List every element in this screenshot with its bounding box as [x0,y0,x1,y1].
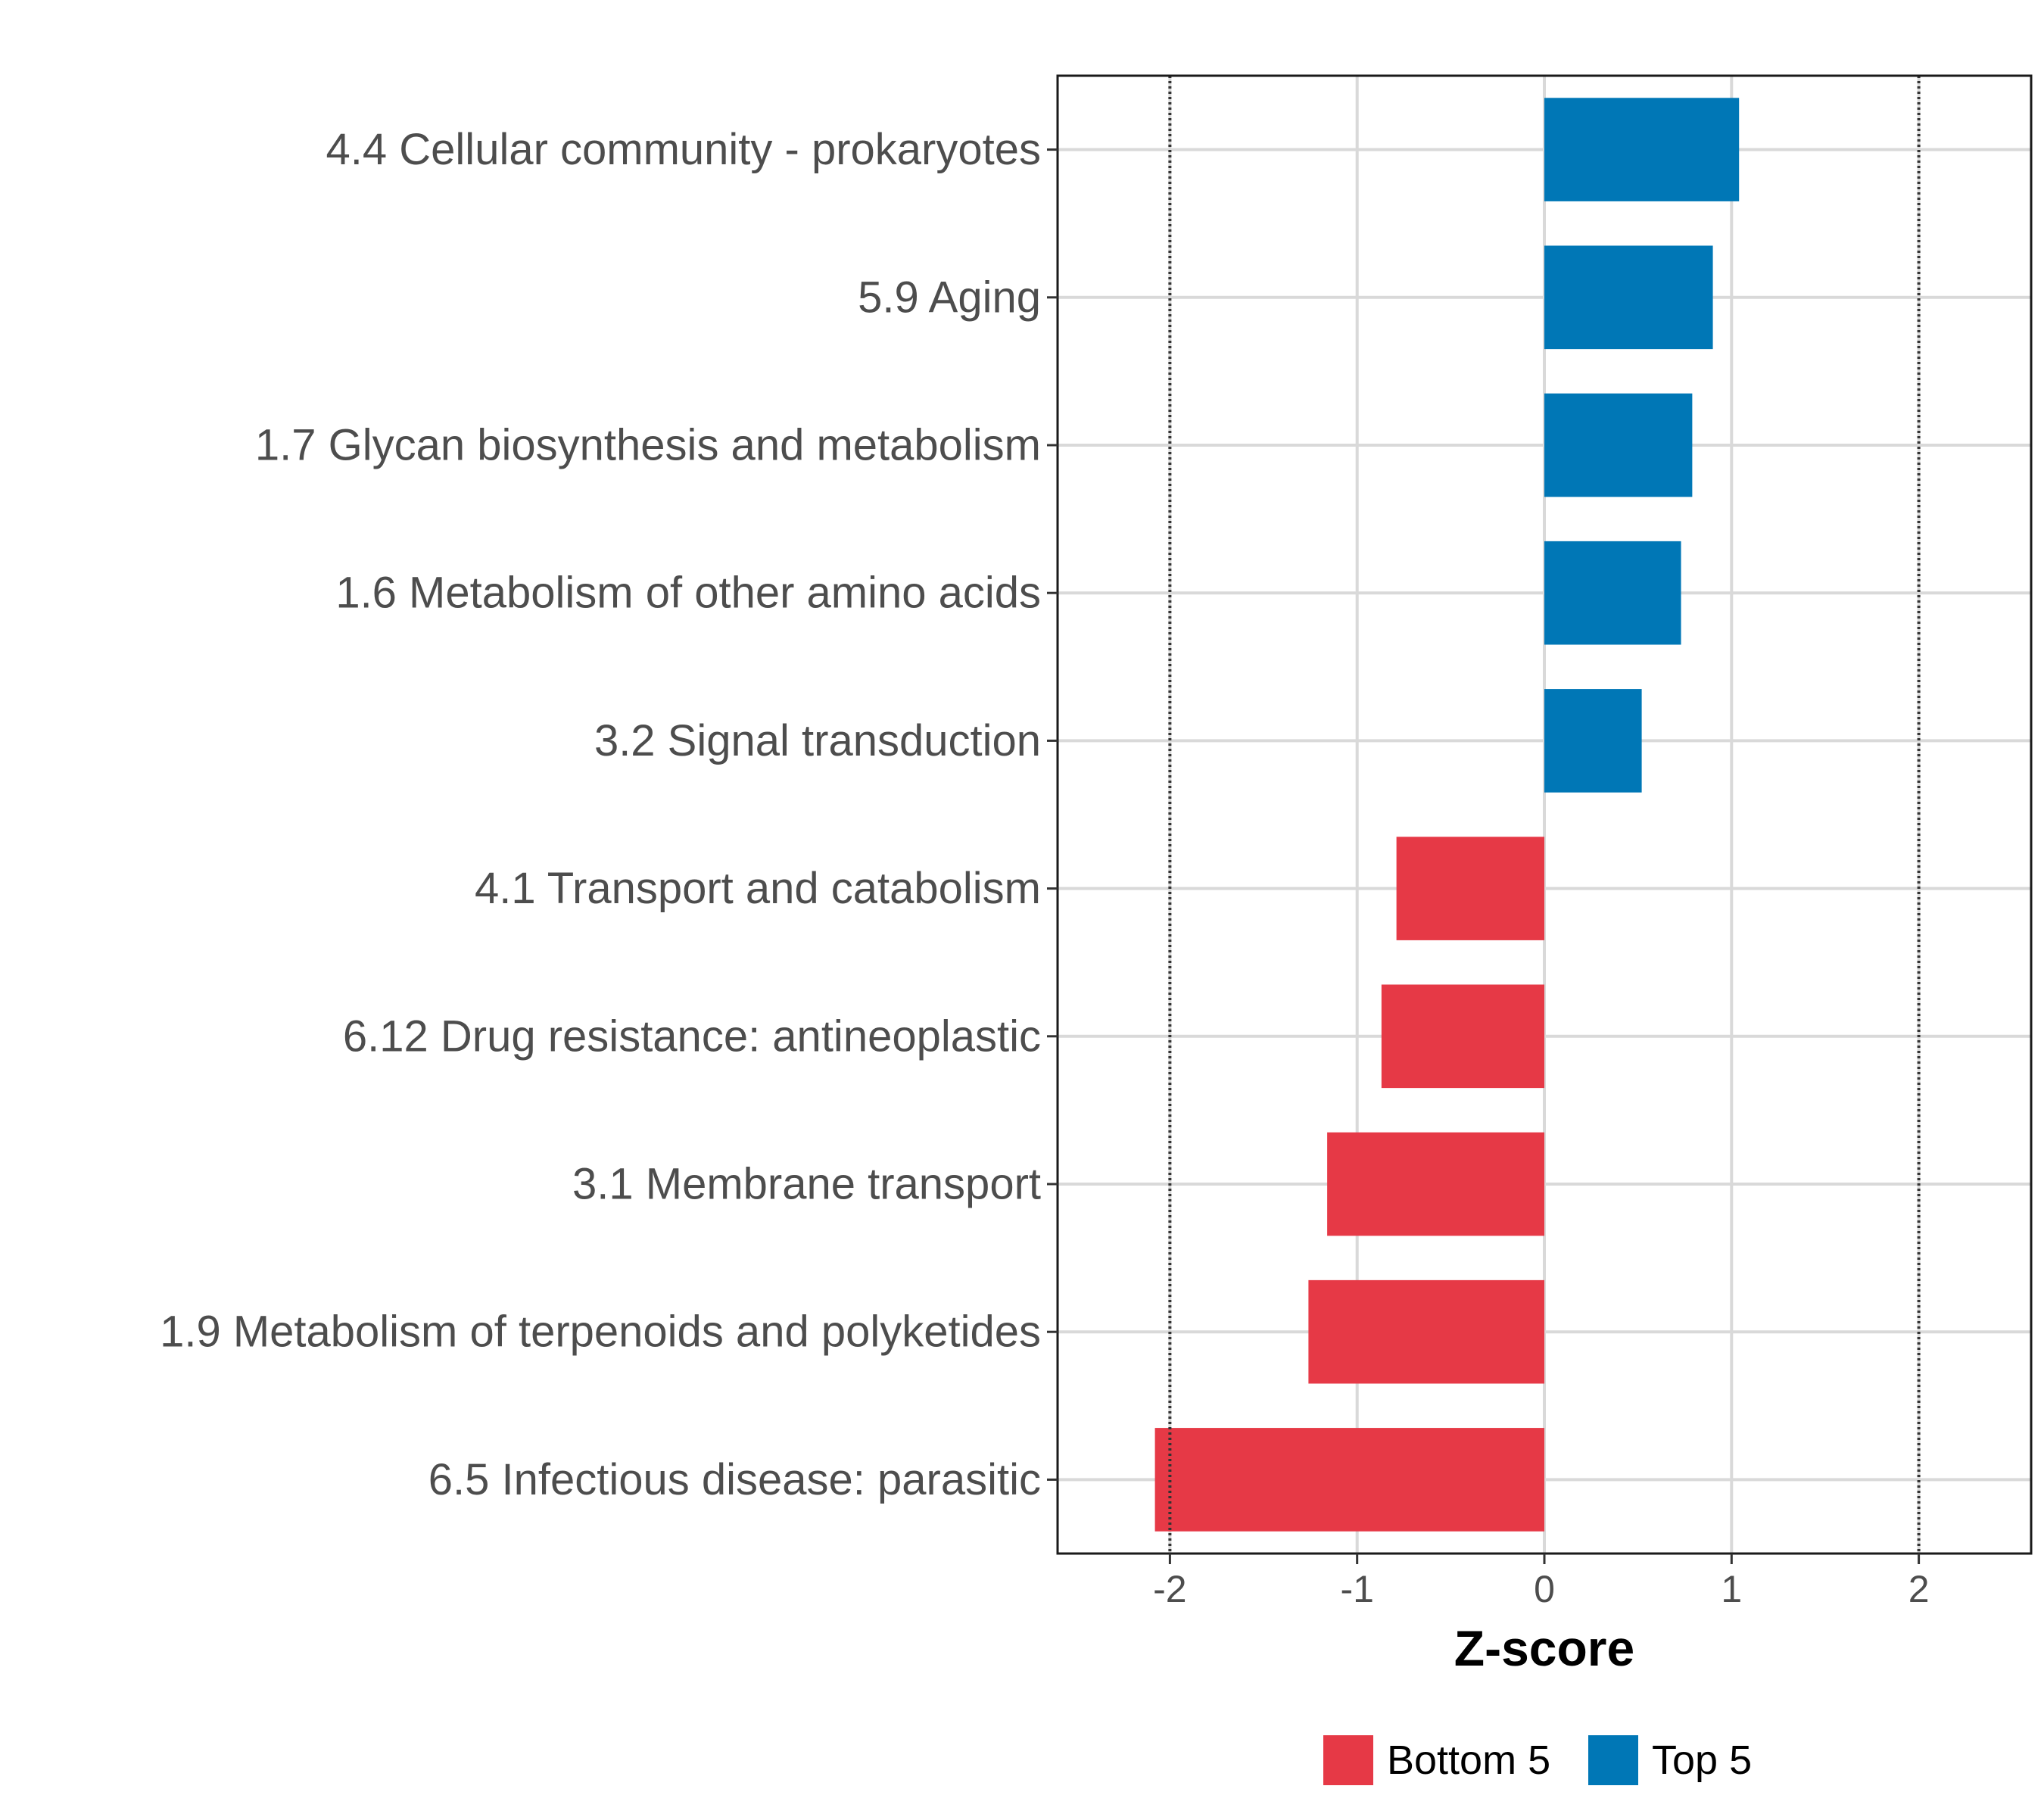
reference-line-layer [1168,76,1921,1554]
category-label: 1.9 Metabolism of terpenoids and polyket… [160,1307,1041,1357]
bar-6 [1396,837,1544,940]
category-label: 3.2 Signal transduction [594,716,1041,765]
category-label: 1.6 Metabolism of other amino acids [335,569,1041,618]
legend-label: Bottom 5 [1387,1738,1550,1783]
category-label: 5.9 Aging [858,273,1041,322]
x-tick-label: 1 [1721,1568,1742,1610]
x-tick-label: -2 [1153,1568,1186,1610]
bar-10 [1154,1428,1544,1532]
bar-7 [1381,984,1544,1089]
bar-9 [1308,1279,1544,1384]
bar-4 [1544,541,1681,645]
axis-layer: 4.4 Cellular community - prokaryotes 5.9 … [160,125,1929,1610]
x-tick-label: 0 [1534,1568,1555,1610]
bar-8 [1327,1132,1544,1236]
x-tick-label: 2 [1908,1568,1930,1610]
category-label: 6.5 Infectious disease: parasitic [428,1455,1041,1504]
category-label: 4.4 Cellular community - prokaryotes [326,125,1041,174]
bar-5 [1544,689,1642,793]
legend-swatch [1588,1735,1638,1785]
bar-1 [1544,98,1740,201]
legend-label: Top 5 [1652,1738,1752,1783]
legend-swatch [1323,1735,1373,1785]
bar-layer [1154,98,1740,1532]
legend: Bottom 5 Top 5 [1323,1735,1752,1785]
bar-2 [1544,245,1713,350]
bar-3 [1544,393,1693,497]
x-tick-label: -1 [1340,1568,1373,1610]
category-label: 3.1 Membrane transport [572,1160,1041,1209]
category-label: 6.12 Drug resistance: antineoplastic [343,1011,1041,1061]
category-label: 1.7 Glycan biosynthesis and metabolism [255,421,1041,470]
category-label: 4.1 Transport and catabolism [475,864,1041,913]
x-axis-title: Z-score [1454,1620,1634,1676]
